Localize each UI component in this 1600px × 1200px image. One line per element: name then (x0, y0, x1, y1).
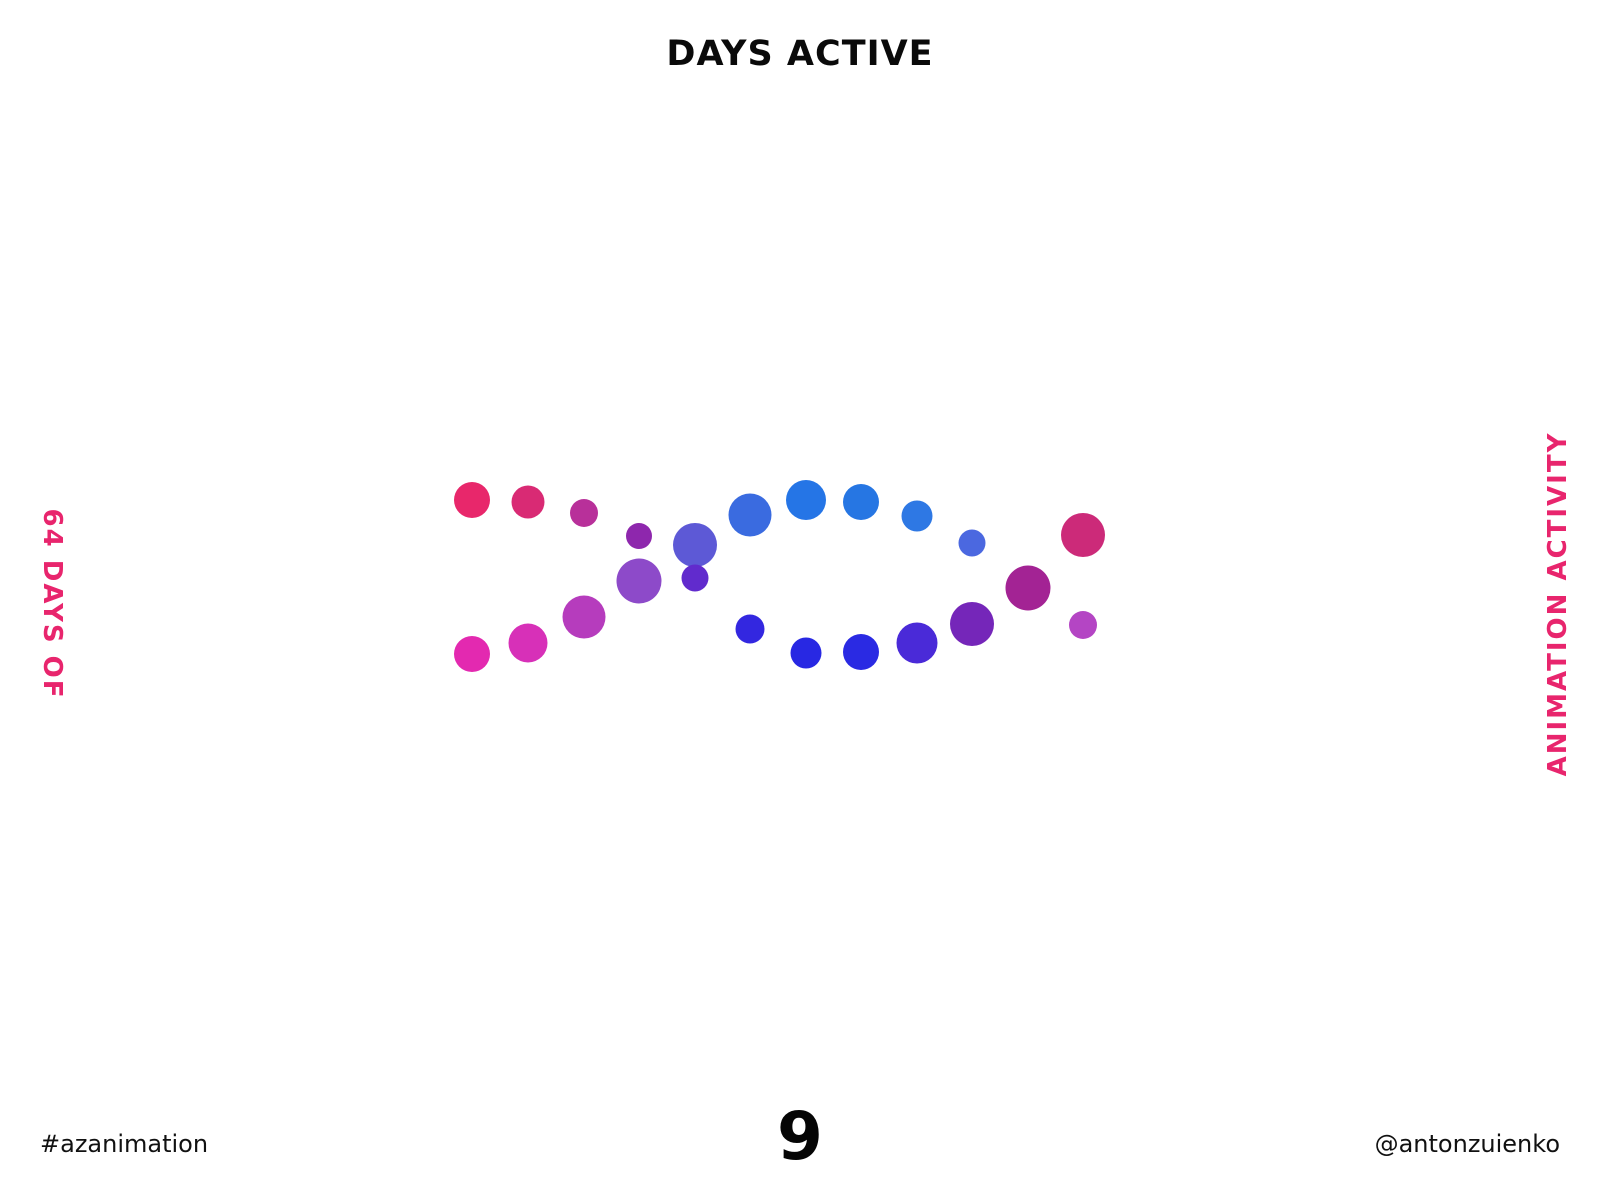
helix-dot (1005, 565, 1051, 611)
helix-dot (616, 558, 662, 604)
frame-number: 9 (777, 1098, 823, 1175)
helix-dot (1069, 611, 1097, 639)
page-title: DAYS ACTIVE (666, 34, 934, 74)
top-strand (454, 480, 1105, 567)
helix-dot (508, 623, 548, 663)
helix-dot (626, 523, 652, 549)
helix-dot (570, 499, 598, 527)
helix-dot (950, 602, 994, 646)
helix-dot (786, 480, 826, 520)
helix-dot (843, 484, 879, 520)
helix-dot (901, 500, 933, 532)
helix-dot (673, 523, 717, 567)
hashtag-label: #azanimation (40, 1130, 209, 1158)
helix-dot (958, 529, 986, 557)
helix-dot (511, 485, 545, 519)
helix-dot (735, 614, 765, 644)
author-handle: @antonzuienko (1374, 1130, 1560, 1158)
helix-dot (562, 595, 606, 639)
helix-dot (454, 482, 490, 518)
helix-dot (681, 564, 709, 592)
helix-dot (1061, 513, 1105, 557)
helix-dot (896, 622, 938, 664)
helix-dot (454, 636, 490, 672)
helix-dot (843, 634, 879, 670)
helix-dot (728, 493, 772, 537)
bottom-strand (454, 558, 1097, 672)
helix-dot (790, 637, 822, 669)
